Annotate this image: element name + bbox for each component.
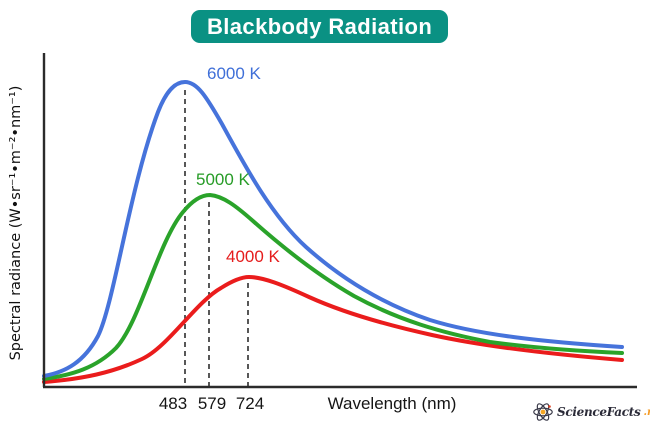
x-tick-724: 724 xyxy=(235,394,265,413)
x-tick-579: 579 xyxy=(197,394,227,413)
x-tick-483: 483 xyxy=(158,394,188,413)
curve-label-5000k: 5000 K xyxy=(196,170,250,189)
atom-icon xyxy=(533,403,553,421)
curve-6000k xyxy=(42,79,624,378)
logo-tld: .net xyxy=(643,406,650,418)
x-axis-label: Wavelength (nm) xyxy=(327,394,457,413)
sciencefacts-logo: ScienceFacts.net xyxy=(532,400,650,424)
curve-5000k xyxy=(42,192,624,381)
y-axis-label: Spectral radiance (W•sr⁻¹•m⁻²•nm⁻¹) xyxy=(8,85,24,361)
chart-title: Blackbody Radiation xyxy=(191,10,449,43)
curve-label-4000k: 4000 K xyxy=(226,247,280,266)
curve-4000k xyxy=(42,274,624,384)
curve-label-6000k: 6000 K xyxy=(207,64,261,83)
logo-text: ScienceFacts xyxy=(557,405,641,419)
